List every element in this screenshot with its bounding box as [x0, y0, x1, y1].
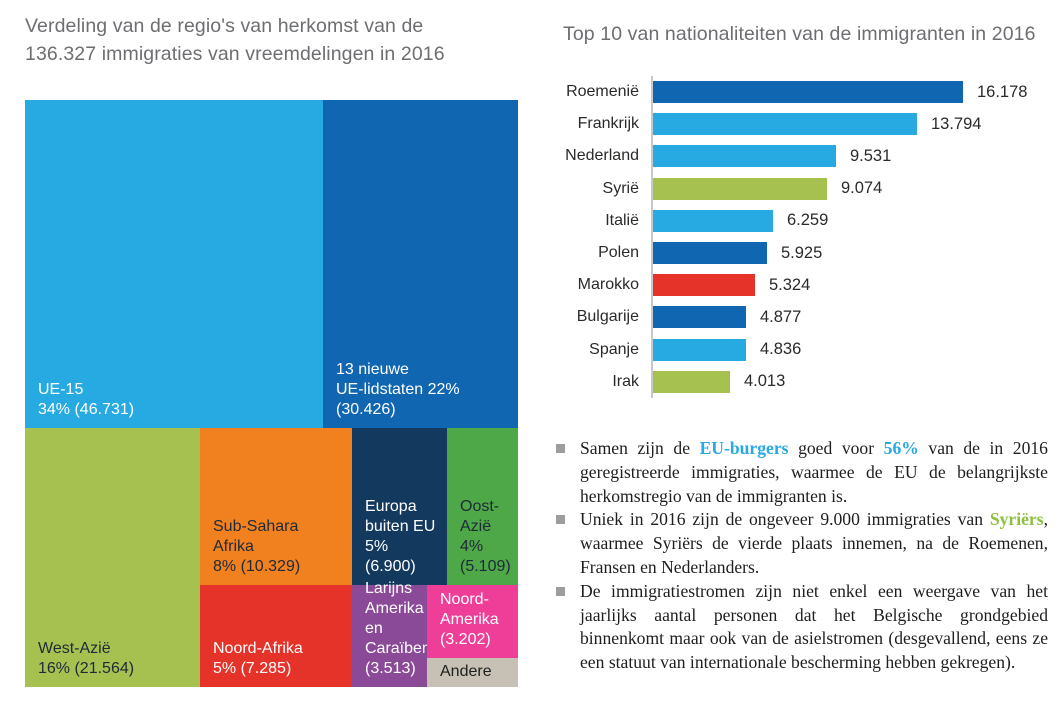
bar-row-marokko: Marokko 5.324 — [532, 269, 1064, 301]
note-run: van de in 2016 geregistreerde immigratie… — [580, 438, 1048, 506]
bar-zone: 4.877 — [651, 306, 1064, 329]
treemap-cell-label: West-Azië 16% (21.564) — [38, 640, 135, 677]
bar-category-label: Irak — [612, 372, 639, 390]
treemap-cell-label: UE-15 34% (46.731) — [38, 381, 135, 418]
bar-value-label: 4.013 — [744, 372, 786, 391]
bar-nederland — [653, 145, 836, 168]
note-item: De immigratiestromen zijn niet enkel een… — [556, 580, 1048, 675]
bar-zone: 6.259 — [651, 209, 1064, 232]
treemap-cell-ue-15: UE-15 34% (46.731) — [25, 100, 323, 428]
bar-zone: 16.178 — [651, 81, 1064, 104]
treemap-cell-andere: Andere — [427, 658, 518, 687]
bar-category-label: Roemenië — [566, 83, 639, 101]
bar-value-label: 6.259 — [787, 211, 829, 230]
note-highlight-blue: EU-burgers — [699, 438, 789, 458]
bullet-square-icon — [556, 586, 565, 596]
treemap-cell-label: 13 nieuwe UE-lidstaten 22% (30.426) — [336, 361, 460, 418]
bar-irak — [653, 370, 730, 393]
bar-row-roemenie: Roemenië 16.178 — [532, 76, 1064, 108]
treemap-cell-larijns-amerika-en-caraiben: Larijns Amerika en Caraïben (3.513) — [352, 580, 431, 687]
treemap-title: Verdeling van de regio's van herkomst va… — [25, 12, 495, 68]
bar-zone: 9.074 — [651, 177, 1064, 200]
bar-zone: 4.836 — [651, 338, 1064, 361]
bar-row-spanje: Spanje 4.836 — [532, 334, 1064, 366]
treemap-cell-label: Noord-Afrika 5% (7.285) — [213, 640, 303, 677]
bar-category-label: Nederland — [565, 147, 639, 165]
treemap-cell-label: Andere — [440, 662, 492, 680]
treemap-cell-noord-amerika: Noord- Amerika (3.202) — [427, 585, 518, 658]
bar-category-label: Frankrijk — [577, 115, 639, 133]
treemap-cell-13-nieuwe-ue-lidstaten: 13 nieuwe UE-lidstaten 22% (30.426) — [323, 100, 518, 428]
bar-row-italie: Italië 6.259 — [532, 205, 1064, 237]
treemap-cell-label: Larijns Amerika en Caraïben (3.513) — [365, 580, 431, 677]
bar-bulgarije — [653, 306, 746, 329]
bar-value-label: 9.074 — [841, 179, 883, 198]
note-run: Uniek in 2016 zijn de ongeveer 9.000 imm… — [580, 509, 990, 530]
bar-value-label: 4.877 — [760, 307, 802, 326]
bar-category-label: Syrië — [602, 179, 639, 197]
treemap-cell-label: Oost- Azië 4% (5.109) — [460, 498, 511, 575]
bar-row-frankrijk: Frankrijk 13.794 — [532, 108, 1064, 140]
bar-value-label: 16.178 — [977, 82, 1028, 101]
bar-category-label: Bulgarije — [576, 308, 639, 326]
treemap-cell-europa-buiten-eu: Europa buiten EU 5% (6.900) — [352, 428, 447, 585]
note-text: De immigratiestromen zijn niet enkel een… — [580, 581, 1048, 672]
bar-syrie — [653, 177, 827, 200]
treemap-cell-label: Sub-Sahara Afrika 8% (10.329) — [213, 518, 301, 575]
bar-value-label: 9.531 — [850, 146, 892, 165]
bar-zone: 4.013 — [651, 370, 1064, 393]
treemap-title-line1: Verdeling van de regio's van herkomst va… — [25, 15, 424, 37]
treemap: UE-15 34% (46.731) 13 nieuwe UE-lidstaten 2… — [25, 100, 518, 687]
note-text: Uniek in 2016 zijn de ongeveer 9.000 imm… — [580, 509, 1048, 577]
bar-value-label: 5.324 — [769, 275, 811, 294]
bar-value-label: 5.925 — [781, 243, 823, 262]
bar-roemenie — [653, 81, 963, 104]
notes-list: Samen zijn de EU-burgers goed voor 56% v… — [556, 437, 1048, 675]
note-text: Samen zijn de EU-burgers goed voor 56% v… — [580, 438, 1048, 506]
bar-category-label: Polen — [598, 244, 639, 262]
barchart: Roemenië 16.178 Frankrijk 13.794 Nederland 9.… — [532, 76, 1064, 398]
note-item: Samen zijn de EU-burgers goed voor 56% v… — [556, 437, 1048, 508]
treemap-cell-label: Europa buiten EU 5% (6.900) — [365, 498, 436, 575]
bullet-square-icon — [556, 444, 565, 453]
barchart-axis-line — [651, 76, 653, 398]
bar-frankrijk — [653, 113, 917, 136]
bar-zone: 5.925 — [651, 242, 1064, 265]
bullet-square-icon — [556, 515, 565, 525]
treemap-cell-oost-azie: Oost- Azië 4% (5.109) — [447, 428, 518, 585]
bar-zone: 5.324 — [651, 274, 1064, 297]
bar-row-bulgarije: Bulgarije 4.877 — [532, 301, 1064, 333]
treemap-cell-noord-afrika: Noord-Afrika 5% (7.285) — [200, 585, 352, 687]
note-highlight-blue: 56% — [883, 438, 919, 458]
bar-category-label: Italië — [605, 211, 639, 229]
bar-italie — [653, 209, 773, 232]
bar-value-label: 13.794 — [931, 114, 982, 133]
treemap-cell-west-azie: West-Azië 16% (21.564) — [25, 428, 200, 687]
bar-row-irak: Irak 4.013 — [532, 366, 1064, 398]
bar-row-polen: Polen 5.925 — [532, 237, 1064, 269]
note-run: goed voor — [788, 438, 884, 458]
note-run: Samen zijn de — [580, 438, 700, 458]
bar-row-nederland: Nederland 9.531 — [532, 140, 1064, 172]
bar-zone: 13.794 — [651, 113, 1064, 136]
bar-value-label: 4.836 — [760, 340, 802, 359]
bar-polen — [653, 242, 767, 265]
bar-category-label: Marokko — [577, 276, 639, 294]
bar-marokko — [653, 274, 755, 297]
treemap-cell-label: Noord- Amerika (3.202) — [440, 591, 499, 648]
note-run: De immigratiestromen zijn niet enkel een… — [580, 580, 1048, 673]
bar-category-label: Spanje — [589, 340, 639, 358]
note-run: , waarmee Syriërs de vierde plaats innem… — [580, 509, 1048, 577]
note-item: Uniek in 2016 zijn de ongeveer 9.000 imm… — [556, 508, 1048, 579]
bar-spanje — [653, 338, 746, 361]
bar-row-syrie: Syrië 9.074 — [532, 173, 1064, 205]
treemap-cell-sub-sahara-afrika: Sub-Sahara Afrika 8% (10.329) — [200, 428, 352, 585]
note-highlight-green: Syriërs — [989, 509, 1044, 530]
treemap-title-line2: 136.327 immigraties van vreemdelingen in… — [25, 43, 445, 65]
bar-zone: 9.531 — [651, 145, 1064, 168]
barchart-title: Top 10 van nationaliteiten van de immigr… — [563, 23, 1036, 45]
